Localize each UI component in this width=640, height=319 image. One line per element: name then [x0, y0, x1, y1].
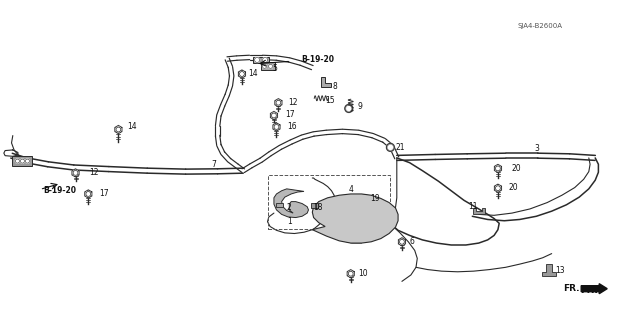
Text: 3: 3: [534, 144, 540, 153]
Text: 17: 17: [99, 189, 109, 198]
Polygon shape: [495, 184, 501, 192]
Circle shape: [347, 107, 351, 110]
Text: 12: 12: [288, 98, 298, 107]
Text: 11: 11: [468, 202, 478, 211]
FancyArrow shape: [581, 284, 607, 294]
Text: 14: 14: [248, 69, 258, 78]
Polygon shape: [399, 238, 405, 246]
Circle shape: [276, 100, 281, 105]
Text: SJA4-B2600A: SJA4-B2600A: [517, 23, 562, 29]
Text: 21: 21: [396, 143, 405, 152]
Polygon shape: [115, 125, 122, 134]
Circle shape: [15, 159, 19, 163]
Text: 1: 1: [287, 217, 291, 226]
Text: FR.: FR.: [580, 285, 598, 295]
Circle shape: [73, 170, 78, 175]
Polygon shape: [12, 156, 33, 166]
Text: 10: 10: [358, 269, 368, 278]
Polygon shape: [239, 70, 245, 78]
Polygon shape: [348, 270, 354, 278]
Bar: [312, 203, 318, 208]
Circle shape: [348, 271, 353, 276]
Circle shape: [345, 104, 353, 113]
Text: 8: 8: [333, 82, 337, 91]
Circle shape: [239, 71, 244, 77]
Circle shape: [399, 239, 404, 244]
Circle shape: [255, 57, 260, 63]
Polygon shape: [271, 111, 277, 120]
Text: 4: 4: [349, 185, 354, 194]
Text: 16: 16: [287, 122, 296, 130]
Text: 14: 14: [127, 122, 136, 130]
Circle shape: [26, 159, 29, 163]
Text: 7: 7: [211, 160, 216, 169]
Circle shape: [274, 124, 279, 130]
Polygon shape: [473, 208, 484, 213]
Text: 2: 2: [286, 203, 291, 212]
Text: B-19-20: B-19-20: [44, 186, 77, 195]
Circle shape: [20, 159, 24, 163]
Circle shape: [116, 127, 121, 132]
Polygon shape: [321, 78, 332, 87]
Text: 17: 17: [285, 110, 294, 119]
Text: 15: 15: [325, 96, 335, 105]
Circle shape: [262, 57, 268, 63]
Polygon shape: [260, 62, 275, 70]
Circle shape: [271, 113, 276, 118]
Polygon shape: [85, 190, 92, 198]
Polygon shape: [274, 189, 308, 218]
Text: 12: 12: [90, 168, 99, 177]
Text: 20: 20: [512, 164, 522, 173]
Polygon shape: [276, 203, 283, 207]
Text: 20: 20: [508, 183, 518, 192]
Bar: [268, 175, 390, 229]
Polygon shape: [542, 263, 556, 276]
Circle shape: [388, 145, 392, 149]
Circle shape: [495, 166, 500, 171]
Text: 9: 9: [357, 102, 362, 111]
Circle shape: [86, 191, 91, 197]
Text: 18: 18: [314, 203, 323, 212]
Circle shape: [495, 186, 500, 191]
Polygon shape: [273, 123, 280, 131]
Text: 19: 19: [370, 194, 380, 203]
Circle shape: [262, 64, 266, 68]
Text: FR.: FR.: [563, 284, 579, 293]
Polygon shape: [253, 57, 269, 63]
Text: 5: 5: [273, 64, 278, 73]
Polygon shape: [312, 194, 398, 243]
Polygon shape: [275, 99, 282, 107]
Text: B-19-20: B-19-20: [301, 56, 334, 64]
Text: 13: 13: [556, 266, 565, 275]
Polygon shape: [495, 164, 501, 173]
Text: 6: 6: [410, 237, 415, 246]
Circle shape: [387, 143, 394, 152]
Polygon shape: [72, 169, 79, 177]
Circle shape: [269, 64, 273, 68]
